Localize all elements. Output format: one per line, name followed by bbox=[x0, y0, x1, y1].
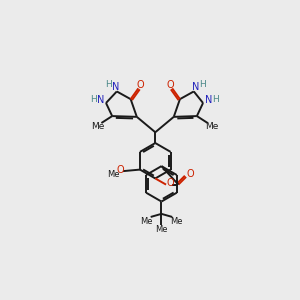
Text: O: O bbox=[166, 178, 174, 188]
Text: N: N bbox=[112, 82, 119, 92]
Text: N: N bbox=[205, 95, 212, 105]
Text: O: O bbox=[186, 169, 194, 179]
Text: O: O bbox=[116, 165, 124, 175]
Text: Me: Me bbox=[140, 217, 152, 226]
Text: H: H bbox=[199, 80, 206, 89]
Text: Me: Me bbox=[107, 170, 119, 179]
Text: N: N bbox=[97, 95, 104, 105]
Text: Me: Me bbox=[91, 122, 104, 130]
Text: Me: Me bbox=[171, 217, 183, 226]
Text: Me: Me bbox=[155, 225, 168, 234]
Text: Me: Me bbox=[205, 122, 218, 130]
Text: H: H bbox=[212, 95, 219, 104]
Text: H: H bbox=[105, 80, 112, 89]
Text: O: O bbox=[137, 80, 145, 89]
Text: O: O bbox=[166, 80, 174, 89]
Text: N: N bbox=[192, 82, 199, 92]
Text: H: H bbox=[90, 95, 97, 104]
